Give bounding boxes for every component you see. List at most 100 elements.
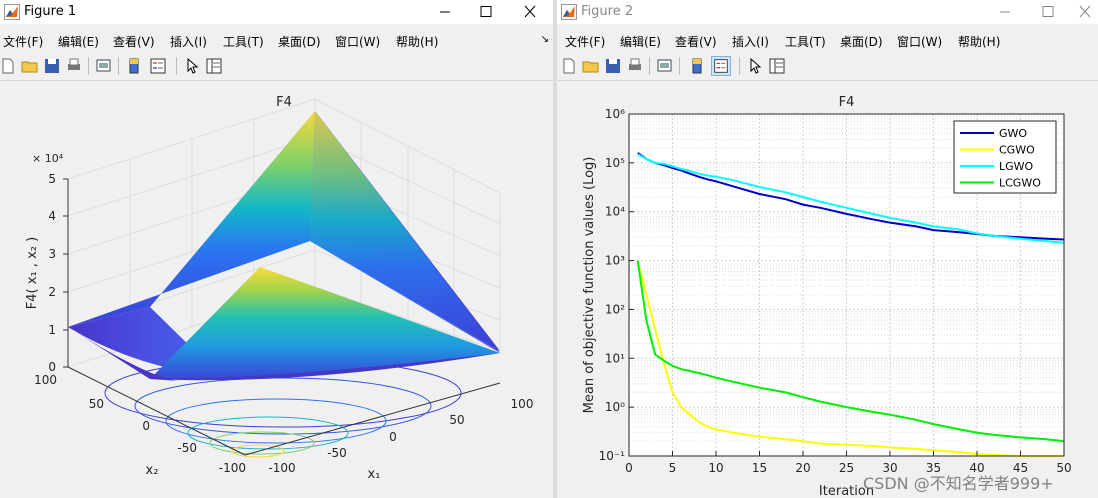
- minimize-icon[interactable]: [425, 0, 465, 24]
- x-axis-label: Iteration: [819, 484, 874, 498]
- series-line-lgwo: [637, 153, 1065, 244]
- series-layer: [636, 152, 1065, 457]
- x-tick-label: 45: [1013, 461, 1028, 475]
- x-tick-label: 5: [669, 461, 677, 475]
- maximize-icon[interactable]: [1028, 0, 1068, 24]
- x2-tick: 100: [34, 373, 57, 387]
- menu-insert[interactable]: 插入(I): [170, 35, 207, 49]
- y-tick-label: 10¹: [605, 351, 625, 365]
- convergence-chart[interactable]: 10⁻¹ 10⁰ 10¹ 10² 10³ 10⁴ 10⁵ 10⁶ 0 5 10 15 20 25 30 35 4…: [557, 81, 1098, 498]
- z-tick: 5: [48, 172, 56, 186]
- property-editor-icon[interactable]: [767, 56, 787, 76]
- series-line-cgwo: [636, 260, 1064, 457]
- close-icon[interactable]: [510, 0, 550, 24]
- menu-edit[interactable]: 编辑(E): [58, 35, 99, 49]
- z-axis-label: F4( x₁ , x₂ ): [25, 237, 40, 309]
- menu-tools[interactable]: 工具(T): [785, 35, 826, 49]
- legend-label-lgwo: LGWO: [999, 160, 1034, 173]
- menu-file[interactable]: 文件(F): [3, 35, 44, 49]
- z-tick: 2: [48, 285, 56, 299]
- open-file-icon[interactable]: [581, 56, 601, 76]
- menu-help[interactable]: 帮助(H): [396, 35, 439, 49]
- menu-edit[interactable]: 编辑(E): [620, 35, 661, 49]
- figure2-menubar: 文件(F) 编辑(E) 查看(V) 插入(I) 工具(T) 桌面(D) 窗口(W…: [557, 28, 1098, 50]
- x-tick-label: 30: [882, 461, 897, 475]
- x1-tick: 50: [449, 413, 464, 427]
- x2-axis-label: x₂: [146, 463, 159, 478]
- new-figure-icon[interactable]: [559, 56, 579, 76]
- z-tick: 4: [48, 209, 56, 223]
- figure1-window: Figure 1 文件(F) 编辑(E) 查看(V) 插入(I) 工具(T) 桌…: [0, 0, 553, 498]
- figure2-title: Figure 2: [581, 4, 634, 19]
- dock-arrow-icon[interactable]: ↘: [540, 34, 549, 45]
- y-tick-label: 10⁻¹: [599, 449, 626, 463]
- property-editor-icon[interactable]: [204, 56, 224, 76]
- y-tick-label: 10⁴: [605, 205, 625, 219]
- chart-title: F4: [839, 95, 855, 110]
- legend-icon[interactable]: [711, 56, 731, 76]
- y-axis-label: Mean of objective function values (Log): [582, 157, 597, 414]
- legend-label-lcgwo: LCGWO: [999, 177, 1041, 190]
- y-tick-label: 10³: [605, 254, 625, 268]
- new-figure-icon[interactable]: [0, 56, 18, 76]
- y-tick-label: 10⁵: [605, 156, 625, 170]
- colorbar-icon[interactable]: [124, 56, 144, 76]
- legend-label-gwo: GWO: [999, 127, 1027, 140]
- toolbar-separator: [88, 57, 89, 75]
- menu-help[interactable]: 帮助(H): [958, 35, 1001, 49]
- menu-window[interactable]: 窗口(W): [335, 35, 381, 49]
- pointer-icon[interactable]: [182, 56, 202, 76]
- x-tick-label: 25: [839, 461, 854, 475]
- figure1-menubar: 文件(F) 编辑(E) 查看(V) 插入(I) 工具(T) 桌面(D) 窗口(W…: [0, 28, 553, 50]
- menu-view[interactable]: 查看(V): [675, 35, 717, 49]
- series-line-lcgwo: [636, 260, 1065, 443]
- x2-tick: 0: [142, 419, 150, 433]
- y-tick-label: 10⁶: [605, 107, 625, 121]
- save-icon[interactable]: [603, 56, 623, 76]
- menu-file[interactable]: 文件(F): [565, 35, 606, 49]
- figure2-titlebar[interactable]: Figure 2: [557, 0, 1098, 24]
- x1-tick: -100: [268, 461, 295, 475]
- open-file-icon[interactable]: [20, 56, 40, 76]
- minimize-icon[interactable]: [985, 0, 1025, 24]
- contour-lines: [104, 358, 462, 458]
- figure1-titlebar[interactable]: Figure 1: [0, 0, 553, 24]
- print-icon[interactable]: [625, 56, 645, 76]
- legend-icon[interactable]: [148, 56, 168, 76]
- menu-insert[interactable]: 插入(I): [732, 35, 769, 49]
- plot-title: F4: [276, 95, 292, 110]
- link-plot-icon[interactable]: [94, 56, 114, 76]
- toolbar-separator: [679, 57, 680, 75]
- z-tick: 3: [48, 247, 56, 261]
- z-tick: 1: [48, 323, 56, 337]
- window-separator: [553, 0, 557, 498]
- menu-view[interactable]: 查看(V): [113, 35, 155, 49]
- toolbar-separator: [739, 57, 740, 75]
- menu-desktop[interactable]: 桌面(D): [278, 35, 321, 49]
- legend[interactable]: GWO CGWO LGWO LCGWO: [953, 120, 1057, 194]
- z-exponent-label: × 10⁴: [32, 152, 64, 165]
- x-tick-label: 40: [969, 461, 984, 475]
- menu-desktop[interactable]: 桌面(D): [840, 35, 883, 49]
- print-icon[interactable]: [64, 56, 84, 76]
- pointer-icon[interactable]: [745, 56, 765, 76]
- axis-lines: [67, 179, 501, 456]
- colorbar-icon[interactable]: [687, 56, 707, 76]
- close-icon[interactable]: [1065, 0, 1098, 24]
- legend-label-cgwo: CGWO: [999, 144, 1035, 157]
- watermark: CSDN @不知名学者999+: [863, 474, 1054, 493]
- save-icon[interactable]: [42, 56, 62, 76]
- z-tick: 0: [48, 360, 56, 374]
- menu-tools[interactable]: 工具(T): [223, 35, 264, 49]
- surface-plot[interactable]: F4 × 10⁴ 0 1 2 3 4 5 F4( x₁ , x₂ ) 100 5…: [0, 81, 553, 498]
- x-tick-label: 20: [795, 461, 810, 475]
- x-tick-label: 0: [625, 461, 633, 475]
- link-plot-icon[interactable]: [655, 56, 675, 76]
- maximize-icon[interactable]: [466, 0, 506, 24]
- x2-tick: 50: [89, 397, 104, 411]
- toolbar-separator: [176, 57, 177, 75]
- menu-window[interactable]: 窗口(W): [897, 35, 943, 49]
- x-tick-label: 35: [926, 461, 941, 475]
- x1-tick: -50: [327, 446, 347, 460]
- matlab-icon: [4, 4, 20, 20]
